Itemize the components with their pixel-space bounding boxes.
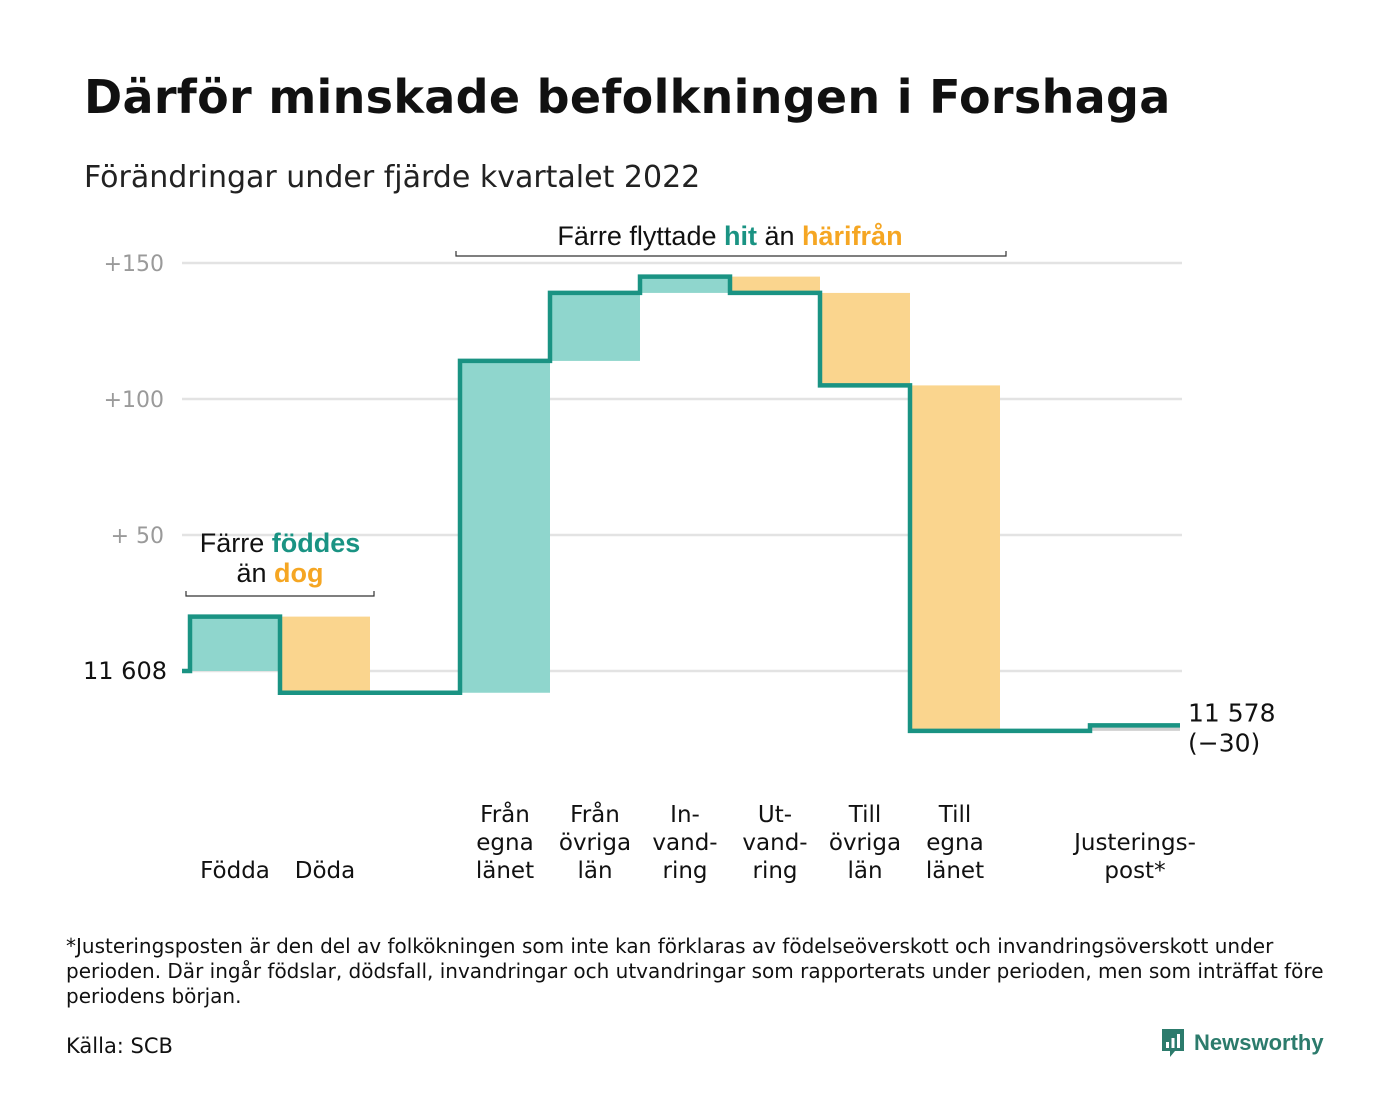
category-label: vand-: [652, 830, 717, 856]
annotation-births-line1: Färre föddes: [200, 528, 361, 558]
y-tick-label: +150: [104, 252, 164, 277]
annotation-part: än: [757, 221, 802, 251]
annotation-births-line2: än dog: [236, 558, 323, 588]
category-label: egna: [926, 830, 983, 856]
step-line-layer: [182, 274, 1180, 734]
category-label: In-: [670, 802, 700, 828]
category-label: Till: [848, 802, 882, 828]
category-label: Till: [938, 802, 972, 828]
brand-name: Newsworthy: [1194, 1030, 1324, 1055]
category-label: länet: [926, 858, 984, 884]
annotation-migration-bracket: [455, 251, 1007, 257]
category-label: Födda: [200, 858, 270, 884]
annotation-part: Färre: [200, 528, 272, 558]
chart-subtitle: Förändringar under fjärde kvartalet 2022: [84, 160, 701, 195]
category-label: län: [577, 858, 612, 884]
bars-layer: [190, 276, 1180, 731]
category-label: ring: [662, 858, 707, 884]
waterfall-bar: [460, 360, 550, 693]
brand-logo: Newsworthy: [1160, 1026, 1324, 1060]
category-label: egna: [476, 830, 533, 856]
waterfall-bar: [820, 292, 910, 386]
end-change-label: (−30): [1188, 728, 1260, 757]
category-label: Från: [480, 800, 530, 828]
annotation-part: Färre flyttade: [557, 221, 724, 251]
waterfall-bar: [190, 616, 280, 671]
waterfall-bar: [730, 276, 820, 293]
waterfall-bar: [640, 276, 730, 293]
annotation-migration: Färre flyttade hit än härifrån: [557, 221, 902, 251]
category-label: övriga: [559, 830, 631, 856]
category-label: vand-: [742, 830, 807, 856]
start-value-label: 11 608: [83, 657, 167, 685]
chart-title: Därför minskade befolkningen i Forshaga: [84, 70, 1171, 124]
end-value-label: 11 578: [1188, 698, 1275, 727]
waterfall-bar: [550, 292, 640, 361]
waterfall-bar: [280, 616, 370, 693]
category-label: län: [847, 858, 882, 884]
step-line: [182, 274, 1180, 734]
category-label: Ut-: [758, 802, 792, 828]
source-label: Källa: SCB: [66, 1034, 173, 1058]
waterfall-bar: [910, 385, 1000, 731]
category-label: Från: [570, 800, 620, 828]
grid-layer: [182, 261, 1182, 673]
category-label: ring: [752, 858, 797, 884]
category-label: övriga: [829, 830, 901, 856]
annotation-births-bracket: [185, 591, 375, 597]
annotation-part: än: [236, 558, 274, 588]
annotation-part: föddes: [272, 528, 361, 558]
category-label: Döda: [295, 858, 355, 884]
annotation-part: dog: [274, 558, 323, 588]
waterfall-bar: [1090, 725, 1180, 731]
newsworthy-logo-icon: [1162, 1029, 1184, 1057]
y-tick-label: +100: [104, 388, 164, 413]
category-label: post*: [1104, 858, 1165, 884]
annotation-part: hit: [724, 221, 757, 251]
y-tick-label: + 50: [111, 524, 164, 549]
category-label: Justerings-: [1072, 830, 1196, 856]
annotation-part: härifrån: [802, 221, 903, 251]
category-label: länet: [476, 858, 534, 884]
footnote: *Justeringsposten är den del av folkökni…: [66, 934, 1324, 1008]
